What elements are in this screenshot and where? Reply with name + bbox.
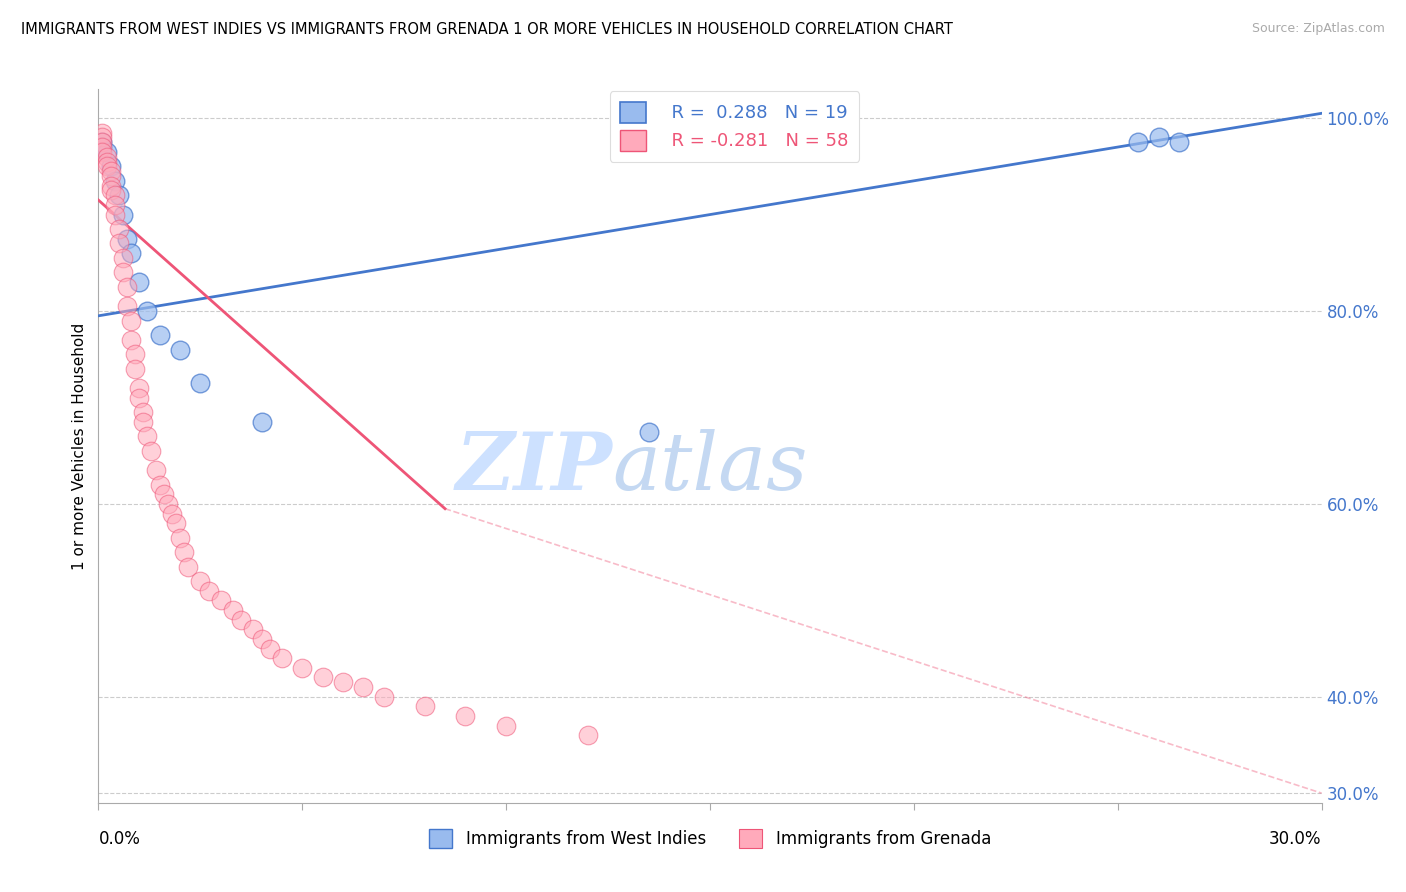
Point [638,425,661,439]
Point [124,347,146,361]
Point [91,140,114,154]
Point [96,150,118,164]
Point [115,280,138,294]
Point [169,343,191,357]
Point [454,709,477,723]
Point [115,232,138,246]
Point [576,728,599,742]
Point [108,236,131,251]
Point [141,443,163,458]
Point [111,265,134,279]
Point [1167,135,1189,149]
Point [259,641,281,656]
Point [128,275,150,289]
Legend: Immigrants from West Indies, Immigrants from Grenada: Immigrants from West Indies, Immigrants … [422,822,998,855]
Point [149,328,172,343]
Point [250,632,273,646]
Point [91,135,114,149]
Point [96,145,118,159]
Text: Source: ZipAtlas.com: Source: ZipAtlas.com [1251,22,1385,36]
Point [91,145,114,159]
Point [91,140,114,154]
Point [173,545,195,559]
Point [100,164,122,178]
Point [188,376,212,391]
Point [120,333,142,347]
Point [111,251,134,265]
Point [104,198,127,212]
Point [124,362,146,376]
Point [120,313,142,327]
Point [108,222,131,236]
Point [100,169,122,183]
Point [242,622,264,636]
Point [136,304,159,318]
Point [222,603,245,617]
Point [291,661,314,675]
Point [96,159,118,173]
Point [132,405,155,419]
Point [128,381,150,395]
Text: atlas: atlas [612,429,807,506]
Point [332,675,354,690]
Point [104,208,127,222]
Point [100,178,122,193]
Point [91,135,114,149]
Point [413,699,436,714]
Point [111,208,134,222]
Point [312,670,335,684]
Point [352,680,374,694]
Point [250,415,273,429]
Point [1128,135,1150,149]
Point [270,651,294,665]
Point [104,188,127,202]
Point [128,391,150,405]
Text: 30.0%: 30.0% [1270,830,1322,847]
Point [156,497,179,511]
Point [1147,130,1170,145]
Point [100,184,122,198]
Point [177,559,200,574]
Point [197,583,219,598]
Point [100,159,122,173]
Y-axis label: 1 or more Vehicles in Household: 1 or more Vehicles in Household [72,322,87,570]
Point [91,130,114,145]
Text: IMMIGRANTS FROM WEST INDIES VS IMMIGRANTS FROM GRENADA 1 OR MORE VEHICLES IN HOU: IMMIGRANTS FROM WEST INDIES VS IMMIGRANT… [21,22,953,37]
Point [108,188,131,202]
Text: ZIP: ZIP [456,429,612,506]
Point [120,246,142,260]
Point [115,299,138,313]
Point [91,126,114,140]
Point [209,593,232,607]
Point [188,574,212,588]
Point [96,154,118,169]
Text: 0.0%: 0.0% [98,830,141,847]
Point [132,415,155,429]
Point [495,719,517,733]
Point [169,531,191,545]
Point [149,477,172,491]
Point [152,487,174,501]
Point [136,429,159,443]
Point [165,516,187,530]
Point [145,463,167,477]
Point [373,690,395,704]
Point [104,174,127,188]
Point [231,613,253,627]
Point [160,507,183,521]
